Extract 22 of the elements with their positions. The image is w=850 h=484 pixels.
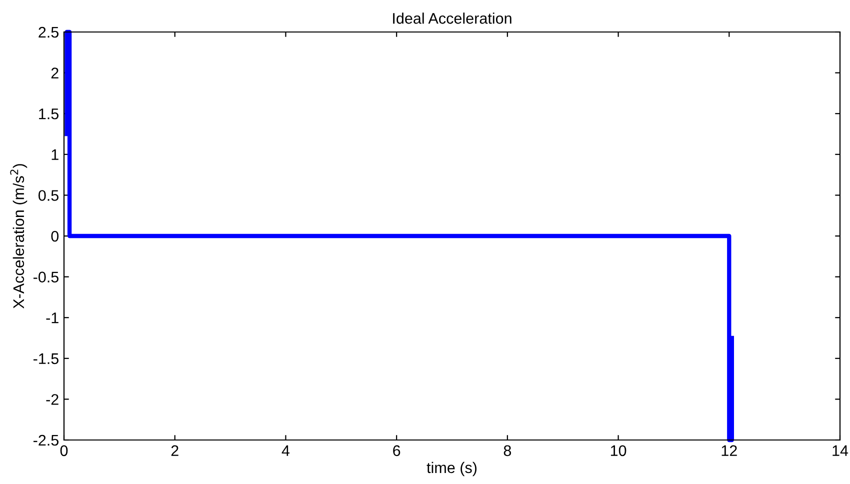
y-tick-label: 1 — [52, 149, 58, 160]
x-tick-label: 10 — [610, 445, 626, 456]
y-tick-label: 2 — [51, 68, 58, 78]
y-tick-label: -1.5 — [33, 353, 58, 364]
y-tick-label: 2.5 — [38, 26, 58, 38]
chart-title: Ideal Acceleration — [393, 12, 512, 24]
y-tick-label: 0 — [51, 230, 59, 242]
x-tick-label: 12 — [722, 445, 737, 456]
y-tick-label: -1 — [46, 312, 58, 324]
x-tick-label: 6 — [393, 445, 400, 456]
y-tick-label: -2 — [46, 394, 58, 405]
x-axis-title: time (s) — [426, 462, 477, 476]
x-tick-label: 8 — [504, 445, 512, 456]
x-tick-label: 2 — [171, 445, 178, 456]
y-tick-label: 0.5 — [38, 190, 58, 201]
y-axis-title: X-Acceleration (m/s$^{2}$) — [10, 164, 28, 309]
x-tick-label: 0 — [60, 445, 68, 456]
x-tick-label: 4 — [282, 445, 290, 456]
y-tick-label: -2.5 — [33, 434, 58, 446]
x-tick-label: 14 — [832, 445, 848, 456]
y-tick-label: -0.5 — [33, 272, 58, 282]
y-tick-label: 1.5 — [39, 108, 58, 120]
